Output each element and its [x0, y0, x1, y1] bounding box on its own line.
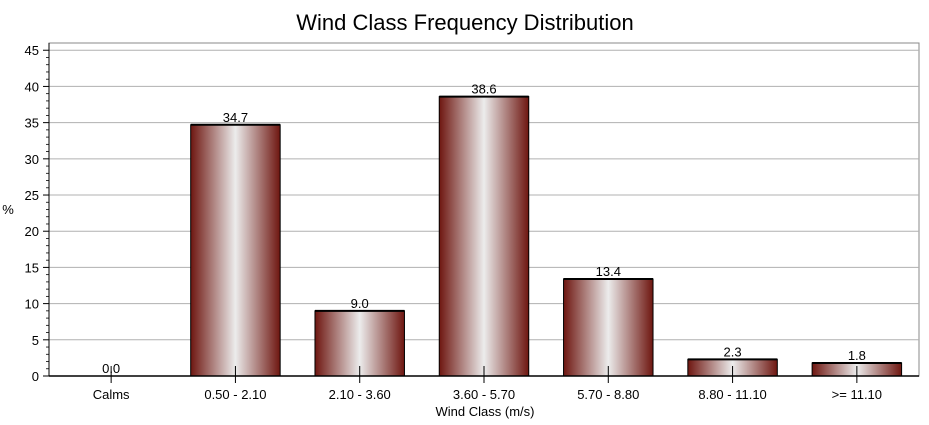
chart-title: Wind Class Frequency Distribution	[296, 10, 633, 35]
y-tick-label: 0	[32, 369, 39, 384]
y-tick-label: 45	[25, 43, 39, 58]
bar	[438, 96, 530, 377]
y-axis-label: %	[2, 202, 14, 217]
y-tick-label: 35	[25, 116, 39, 131]
x-tick-label: >= 11.10	[832, 387, 882, 402]
x-tick-label: 3.60 - 5.70	[453, 387, 515, 402]
y-tick-label: 5	[32, 333, 39, 348]
x-tick-label: 8.80 - 11.10	[698, 387, 766, 402]
bar-value-label: 38.6	[471, 82, 496, 97]
x-tick-label: Calms	[93, 387, 130, 402]
y-tick-label: 10	[25, 297, 39, 312]
bar-value-label: 1.8	[848, 348, 866, 363]
y-tick-label: 20	[25, 224, 39, 239]
bar-value-label: 34.7	[223, 110, 248, 125]
bar	[314, 310, 405, 377]
y-axis: 0 5 10 15 20 25 30 35 40 45	[25, 43, 49, 384]
x-axis: Calms 0.50 - 2.10 2.10 - 3.60 3.60 - 5.70 5.…	[93, 366, 882, 402]
bar	[190, 124, 281, 377]
bar-value-label: 2.3	[724, 344, 742, 359]
bar-value-label: 9.0	[351, 296, 369, 311]
y-tick-label: 15	[25, 260, 39, 275]
x-tick-label: 2.10 - 3.60	[329, 387, 391, 402]
bar-value-label: 13.4	[596, 264, 621, 279]
x-tick-label: 5.70 - 8.80	[577, 387, 639, 402]
y-tick-label: 40	[25, 79, 39, 94]
x-tick-label: 0.50 - 2.10	[204, 387, 266, 402]
x-axis-label: Wind Class (m/s)	[436, 404, 535, 419]
y-tick-label: 25	[25, 188, 39, 203]
y-tick-label: 30	[25, 152, 39, 167]
bar	[563, 278, 654, 377]
